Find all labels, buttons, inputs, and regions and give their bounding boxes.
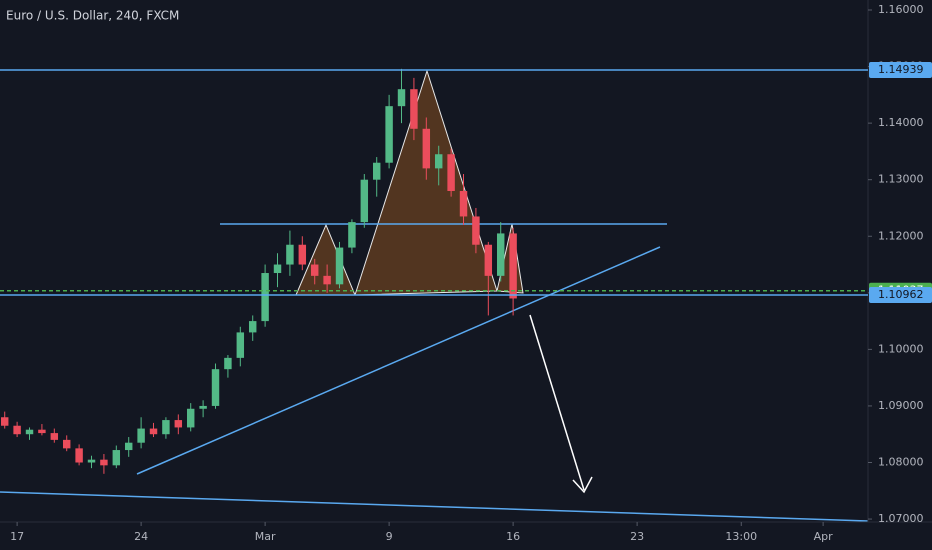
- price-level-label: 1.14939: [878, 63, 924, 76]
- y-tick-label: 1.13000: [878, 173, 924, 186]
- candle-body: [298, 244, 307, 265]
- candle-body: [335, 247, 344, 285]
- head: [354, 69, 498, 296]
- x-tick-label: 16: [506, 530, 520, 543]
- candle-body: [50, 433, 59, 440]
- x-tick-label: Apr: [814, 530, 834, 543]
- x-tick-label: 13:00: [725, 530, 757, 543]
- candle-body: [25, 429, 34, 435]
- arrow-head: [572, 476, 593, 494]
- candle-body: [199, 405, 207, 409]
- x-tick-label: 17: [10, 530, 24, 543]
- x-tick-label: 23: [630, 530, 644, 543]
- y-tick-label: 1.16000: [878, 3, 924, 16]
- y-tick-label: 1.10000: [878, 342, 924, 355]
- candle-body: [310, 264, 319, 276]
- candle-body: [348, 222, 356, 248]
- candle-body: [162, 420, 170, 435]
- y-tick-label: 1.07000: [878, 512, 924, 525]
- price-level-tag: [869, 62, 932, 79]
- candle-body: [360, 179, 369, 223]
- candle-body: [248, 321, 257, 333]
- y-tick-label: 1.12000: [878, 229, 924, 242]
- candle-body: [149, 428, 158, 435]
- candle-body: [13, 425, 21, 435]
- candle-body: [323, 275, 331, 285]
- candle-body: [286, 244, 294, 265]
- candle-body: [211, 369, 220, 406]
- candle-body: [186, 408, 195, 428]
- candle-body: [224, 357, 232, 370]
- price-level-label: 1.10962: [878, 288, 924, 301]
- candle-body: [0, 417, 9, 426]
- x-tick-label: Mar: [255, 530, 276, 543]
- arrow-shaft: [529, 314, 585, 491]
- candle-body: [236, 332, 245, 358]
- candle-body: [484, 244, 493, 276]
- candle-body: [434, 154, 443, 169]
- candle-body: [62, 439, 71, 449]
- candle-body: [410, 89, 418, 129]
- candle-body: [397, 89, 406, 107]
- y-tick-label: 1.14000: [878, 116, 924, 129]
- candle-body: [422, 128, 431, 169]
- chart-title: Euro / U.S. Dollar, 240, FXCM: [6, 9, 179, 23]
- candle-body: [459, 191, 468, 217]
- candle-body: [75, 448, 83, 463]
- candle-body: [124, 442, 133, 451]
- candle-body: [174, 420, 183, 428]
- candle-body: [447, 154, 455, 192]
- candle-body: [496, 233, 505, 276]
- price-level-tag: [869, 286, 932, 303]
- y-tick-label: 1.08000: [878, 455, 924, 468]
- candle-body: [87, 459, 96, 463]
- lower-trend-line: [0, 491, 869, 522]
- candle-body: [100, 459, 108, 466]
- x-tick-label: 24: [134, 530, 148, 543]
- candle-body: [509, 233, 517, 299]
- candle-body: [385, 106, 393, 163]
- candle-body: [112, 450, 121, 466]
- x-tick-label: 9: [386, 530, 393, 543]
- y-tick-label: 1.09000: [878, 399, 924, 412]
- candle-body: [261, 273, 269, 322]
- candle-body: [273, 264, 282, 274]
- trend-line: [136, 246, 661, 475]
- candle-body: [137, 428, 145, 443]
- candle-body: [38, 429, 46, 434]
- candle-body: [472, 216, 480, 245]
- candle-body: [372, 162, 381, 180]
